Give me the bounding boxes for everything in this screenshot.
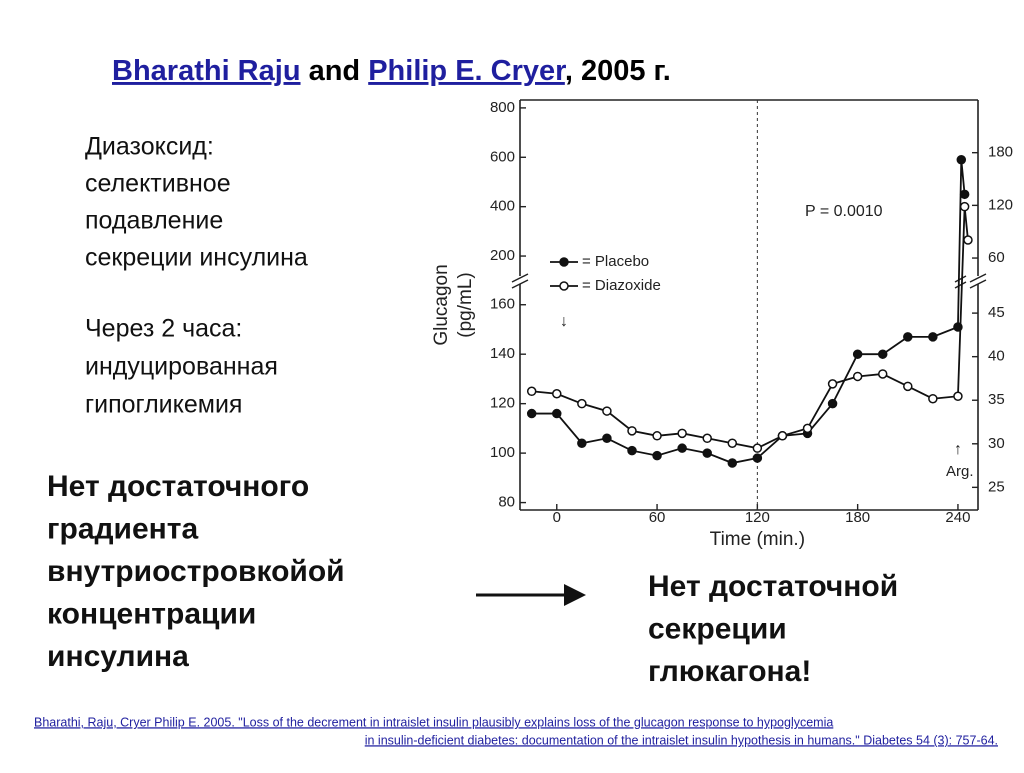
y-axis-label: Glucagon (431, 264, 452, 345)
annotation: ↑ (954, 441, 962, 458)
y-axis-label: (pg/mL) (455, 272, 476, 337)
slide-text: Нет достаточной (648, 570, 898, 603)
data-point (852, 349, 863, 359)
data-point (928, 332, 938, 342)
tick-label: 180 (845, 509, 870, 526)
slide-text: Через 2 часа: (85, 315, 242, 343)
data-point (877, 369, 888, 379)
data-point (677, 443, 687, 453)
legend-marker (559, 281, 569, 291)
data-point (903, 332, 913, 342)
data-point (602, 433, 612, 444)
slide-text: секреции инсулина (85, 244, 308, 272)
data-point (526, 386, 537, 397)
data-point (702, 448, 712, 458)
tick-label: 45 (988, 304, 1005, 321)
slide-text: селективное (85, 170, 231, 198)
data-point (727, 458, 738, 468)
slide-title: Bharathi Raju and Philip E. Cryer, 2005 … (112, 55, 671, 87)
legend-label: = Placebo (582, 253, 649, 270)
data-point (677, 428, 687, 439)
tick-label: 100 (490, 444, 515, 461)
data-point (652, 431, 662, 441)
data-point (702, 433, 712, 444)
tick-label: 60 (649, 509, 666, 526)
author-link[interactable]: Bharathi Raju (112, 55, 301, 87)
author-link[interactable]: Philip E. Cryer (368, 55, 566, 87)
data-point (928, 393, 938, 404)
data-point (777, 431, 788, 441)
tick-label: 120 (490, 395, 515, 412)
tick-label: 800 (490, 99, 515, 116)
data-point (959, 201, 970, 212)
series-line (531, 206, 969, 450)
data-point (577, 398, 587, 409)
slide-text: гипогликемия (85, 391, 242, 419)
slide-text: инсулина (47, 640, 189, 673)
tick-label: 120 (988, 196, 1013, 213)
slide-text: концентрации (47, 597, 256, 630)
slide-text: градиента (47, 512, 198, 545)
data-point (852, 371, 863, 382)
tick-label: 35 (988, 391, 1005, 408)
slide-text: подавление (85, 207, 223, 235)
data-point (959, 189, 970, 200)
data-point (552, 389, 562, 399)
data-point (827, 379, 838, 389)
annotation: ↓ (560, 313, 568, 330)
data-point (727, 438, 738, 448)
data-point (956, 155, 967, 165)
series-line (531, 159, 966, 464)
data-point (877, 349, 888, 359)
annotation: P = 0.0010 (805, 203, 883, 220)
tick-label: 240 (945, 509, 970, 526)
data-point (903, 381, 913, 392)
tick-label: 40 (988, 348, 1005, 365)
tick-label: 80 (498, 494, 515, 511)
tick-label: 30 (988, 435, 1005, 452)
data-point (827, 398, 838, 409)
data-point (552, 408, 562, 419)
data-point (627, 426, 637, 436)
slide-text: глюкагона! (648, 655, 811, 688)
reference: Bharathi, Raju, Cryer Philip E. 2005. "L… (34, 715, 833, 729)
tick-label: 180 (988, 144, 1013, 161)
slide-text: Диазоксид: (85, 133, 214, 161)
tick-label: 25 (988, 478, 1005, 495)
slide-text: Нет достаточного (47, 470, 309, 503)
tick-label: 60 (988, 249, 1005, 266)
x-axis-label: Time (min.) (710, 529, 805, 550)
legend-marker (559, 257, 569, 267)
reference: in insulin-deficient diabetes: documenta… (365, 733, 998, 747)
tick-label: 200 (490, 247, 515, 264)
data-point (752, 443, 763, 453)
data-point (802, 423, 813, 434)
data-point (652, 450, 662, 461)
data-point (526, 408, 537, 419)
data-point (602, 406, 612, 416)
slide-text: индуцированная (85, 353, 278, 381)
slide-text: внутриостровкойой (47, 555, 345, 588)
title-text: , 2005 г. (565, 55, 671, 87)
tick-label: 160 (490, 296, 515, 313)
axis-break (511, 273, 987, 289)
data-point (752, 453, 763, 463)
tick-label: 140 (490, 345, 515, 362)
data-point (953, 391, 963, 401)
data-point (627, 445, 637, 456)
annotation: Arg. (946, 463, 974, 480)
slide-text: секреции (648, 612, 787, 645)
arrow-head (564, 584, 586, 606)
legend-label: = Diazoxide (582, 277, 661, 294)
tick-label: 600 (490, 148, 515, 165)
title-text: and (301, 55, 369, 87)
data-point (963, 235, 973, 245)
tick-label: 120 (745, 509, 770, 526)
data-point (577, 438, 587, 448)
tick-label: 400 (490, 198, 515, 215)
tick-label: 0 (553, 509, 561, 526)
